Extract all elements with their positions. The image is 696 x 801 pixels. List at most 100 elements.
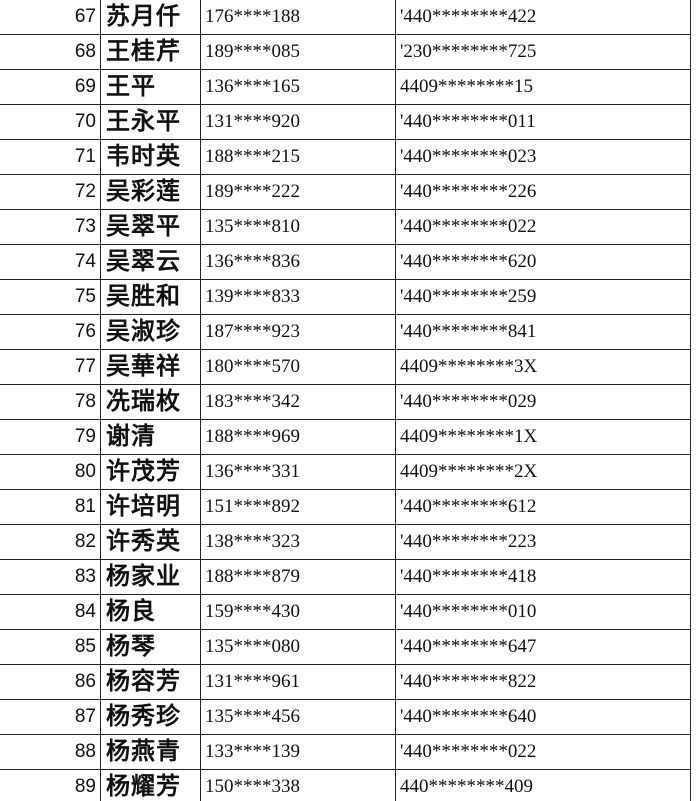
phone-cell: 138****323 xyxy=(201,525,396,559)
table-row: 69 王平 136****165 4409********15 xyxy=(0,70,691,105)
phone-cell: 136****165 xyxy=(201,70,396,104)
id-cell: '440********023 xyxy=(396,140,691,174)
id-cell: 4409********3X xyxy=(396,350,691,384)
id-cell: '440********029 xyxy=(396,385,691,419)
table-row: 75 吴胜和 139****833'440********259 xyxy=(0,280,691,315)
phone-cell: 159****430 xyxy=(201,595,396,629)
name-cell: 王桂芹 xyxy=(101,35,201,69)
row-number: 86 xyxy=(0,665,101,699)
name-cell: 许茂芳 xyxy=(101,455,201,489)
phone-cell: 189****222 xyxy=(201,175,396,209)
row-number: 88 xyxy=(0,735,101,769)
phone-cell: 151****892 xyxy=(201,490,396,524)
phone-cell: 133****139 xyxy=(201,735,396,769)
row-number: 77 xyxy=(0,350,101,384)
name-cell: 许培明 xyxy=(101,490,201,524)
name-cell: 谢清 xyxy=(101,420,201,454)
row-number: 71 xyxy=(0,140,101,174)
id-cell: '440********640 xyxy=(396,700,691,734)
row-number: 74 xyxy=(0,245,101,279)
id-cell: '440********223 xyxy=(396,525,691,559)
id-cell: '440********422 xyxy=(396,0,691,34)
name-cell: 杨琴 xyxy=(101,630,201,664)
id-cell: '230********725 xyxy=(396,35,691,69)
row-number: 72 xyxy=(0,175,101,209)
table-row: 73 吴翠平 135****810'440********022 xyxy=(0,210,691,245)
table-row: 72 吴彩莲 189****222'440********226 xyxy=(0,175,691,210)
phone-cell: 135****080 xyxy=(201,630,396,664)
phone-cell: 180****570 xyxy=(201,350,396,384)
table-row: 79 谢清 188****969 4409********1X xyxy=(0,420,691,455)
name-cell: 杨燕青 xyxy=(101,735,201,769)
row-number: 69 xyxy=(0,70,101,104)
name-cell: 吴華祥 xyxy=(101,350,201,384)
phone-cell: 188****215 xyxy=(201,140,396,174)
name-cell: 冼瑞枚 xyxy=(101,385,201,419)
id-cell: 440********409 xyxy=(396,770,691,801)
row-number: 70 xyxy=(0,105,101,139)
phone-cell: 136****331 xyxy=(201,455,396,489)
phone-cell: 150****338 xyxy=(201,770,396,801)
row-number: 75 xyxy=(0,280,101,314)
row-number: 76 xyxy=(0,315,101,349)
id-cell: '440********011 xyxy=(396,105,691,139)
phone-cell: 183****342 xyxy=(201,385,396,419)
table-row: 70 王永平 131****920'440********011 xyxy=(0,105,691,140)
row-number: 67 xyxy=(0,0,101,34)
id-cell: 4409********15 xyxy=(396,70,691,104)
name-cell: 王平 xyxy=(101,70,201,104)
name-cell: 吴淑珍 xyxy=(101,315,201,349)
id-cell: '440********226 xyxy=(396,175,691,209)
id-cell: '440********022 xyxy=(396,210,691,244)
id-cell: 4409********1X xyxy=(396,420,691,454)
table-row: 85 杨琴 135****080'440********647 xyxy=(0,630,691,665)
phone-cell: 135****456 xyxy=(201,700,396,734)
table-row: 83 杨家业 188****879'440********418 xyxy=(0,560,691,595)
row-number: 89 xyxy=(0,770,101,801)
table-row: 78 冼瑞枚 183****342'440********029 xyxy=(0,385,691,420)
row-number: 78 xyxy=(0,385,101,419)
row-number: 87 xyxy=(0,700,101,734)
id-cell: '440********841 xyxy=(396,315,691,349)
id-cell: '440********259 xyxy=(396,280,691,314)
table-row: 71 韦时英 188****215'440********023 xyxy=(0,140,691,175)
name-cell: 吴翠云 xyxy=(101,245,201,279)
name-cell: 杨容芳 xyxy=(101,665,201,699)
name-cell: 吴翠平 xyxy=(101,210,201,244)
id-cell: '440********612 xyxy=(396,490,691,524)
phone-cell: 139****833 xyxy=(201,280,396,314)
table-row: 87 杨秀珍 135****456'440********640 xyxy=(0,700,691,735)
id-cell: '440********822 xyxy=(396,665,691,699)
phone-cell: 136****836 xyxy=(201,245,396,279)
table-row: 76 吴淑珍 187****923'440********841 xyxy=(0,315,691,350)
name-cell: 杨秀珍 xyxy=(101,700,201,734)
phone-cell: 135****810 xyxy=(201,210,396,244)
row-number: 73 xyxy=(0,210,101,244)
table-row: 77 吴華祥 180****570 4409********3X xyxy=(0,350,691,385)
id-cell: '440********620 xyxy=(396,245,691,279)
table-row: 81 许培明 151****892'440********612 xyxy=(0,490,691,525)
row-number: 84 xyxy=(0,595,101,629)
name-cell: 王永平 xyxy=(101,105,201,139)
row-number: 80 xyxy=(0,455,101,489)
table-row: 68 王桂芹 189****085'230********725 xyxy=(0,35,691,70)
table-row: 89 杨耀芳 150****338 440********409 xyxy=(0,770,691,801)
phone-cell: 187****923 xyxy=(201,315,396,349)
name-cell: 吴彩莲 xyxy=(101,175,201,209)
row-number: 85 xyxy=(0,630,101,664)
id-cell: 4409********2X xyxy=(396,455,691,489)
name-cell: 吴胜和 xyxy=(101,280,201,314)
phone-cell: 188****969 xyxy=(201,420,396,454)
table-row: 67 苏月仟 176****188'440********422 xyxy=(0,0,691,35)
row-number: 83 xyxy=(0,560,101,594)
name-cell: 许秀英 xyxy=(101,525,201,559)
phone-cell: 176****188 xyxy=(201,0,396,34)
name-cell: 杨耀芳 xyxy=(101,770,201,801)
phone-cell: 131****920 xyxy=(201,105,396,139)
table-row: 74 吴翠云 136****836'440********620 xyxy=(0,245,691,280)
id-cell: '440********010 xyxy=(396,595,691,629)
table-row: 84 杨良 159****430'440********010 xyxy=(0,595,691,630)
name-cell: 杨家业 xyxy=(101,560,201,594)
id-cell: '440********418 xyxy=(396,560,691,594)
